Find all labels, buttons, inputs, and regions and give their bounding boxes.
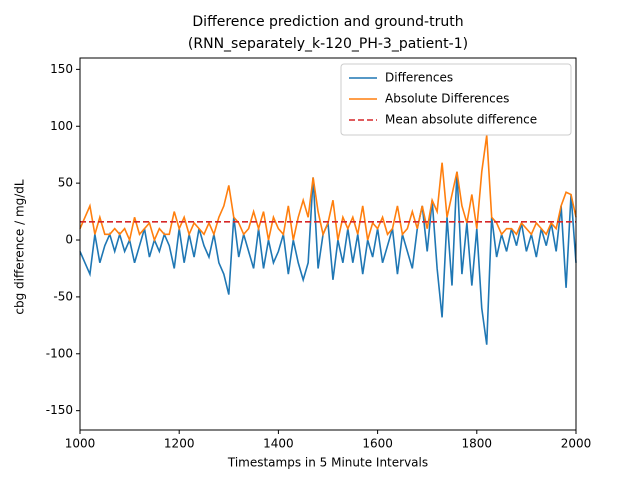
x-tick-label: 1000 bbox=[65, 437, 96, 451]
chart-subtitle: (RNN_separately_k-120_PH-3_patient-1) bbox=[188, 36, 468, 52]
legend-label: Differences bbox=[385, 71, 453, 85]
y-tick-label: -150 bbox=[46, 403, 73, 417]
series-line bbox=[79, 135, 577, 243]
legend-label: Absolute Differences bbox=[385, 92, 509, 106]
x-tick-label: 2000 bbox=[561, 437, 592, 451]
x-axis-label: Timestamps in 5 Minute Intervals bbox=[227, 456, 428, 470]
y-tick-label: 100 bbox=[50, 119, 73, 133]
x-tick-label: 1600 bbox=[362, 437, 393, 451]
y-tick-label: 150 bbox=[50, 62, 73, 76]
chart-title: Difference prediction and ground-truth bbox=[192, 14, 463, 30]
y-tick-label: 50 bbox=[58, 176, 73, 190]
x-tick-label: 1400 bbox=[263, 437, 294, 451]
y-tick-label: -50 bbox=[53, 289, 73, 303]
x-tick-label: 1800 bbox=[462, 437, 493, 451]
y-tick-label: -100 bbox=[46, 346, 73, 360]
x-tick-label: 1200 bbox=[164, 437, 195, 451]
legend-label: Mean absolute difference bbox=[385, 113, 537, 127]
legend-box bbox=[340, 63, 572, 136]
series-line bbox=[79, 171, 577, 345]
y-tick-label: 0 bbox=[65, 233, 73, 247]
plot-frame bbox=[79, 57, 577, 431]
y-axis-label: cbg difference / mg/dL bbox=[13, 179, 27, 315]
